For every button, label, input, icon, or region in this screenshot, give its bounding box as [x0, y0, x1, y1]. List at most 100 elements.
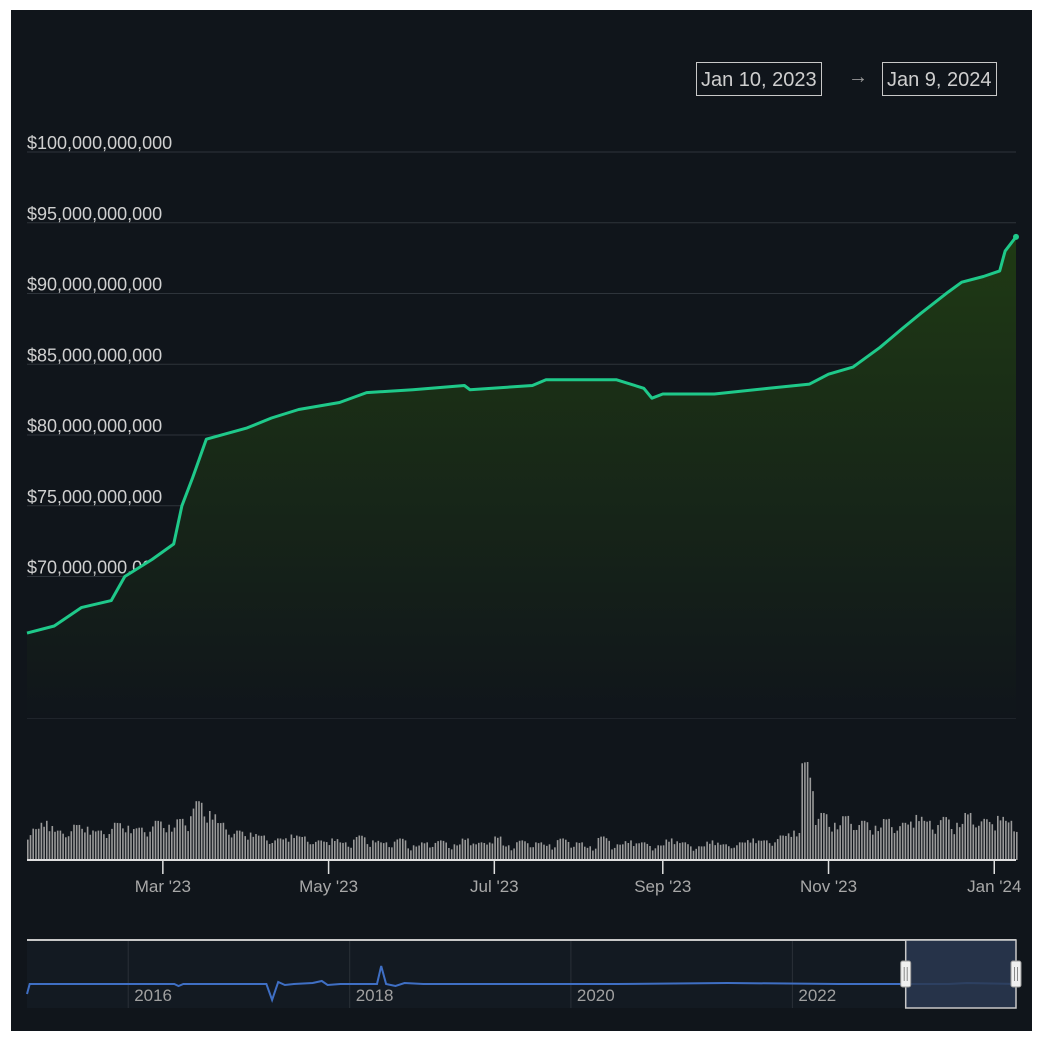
volume-bar [472, 843, 475, 860]
navigator-left-handle[interactable] [900, 960, 912, 988]
volume-bar [738, 842, 741, 860]
volume-bar [690, 846, 692, 860]
volume-bar [616, 844, 619, 860]
volume-bar [766, 840, 768, 860]
volume-bar [347, 846, 350, 860]
volume-bar [350, 847, 352, 860]
navigator-tick-label: 2022 [798, 986, 836, 1005]
volume-bar [393, 841, 396, 860]
volume-bar [81, 828, 83, 860]
volume-bar [670, 838, 673, 860]
volume-bar [950, 829, 953, 860]
volume-bar [287, 841, 290, 860]
volume-bar [513, 848, 515, 860]
volume-bar [904, 822, 907, 860]
volume-bar [268, 843, 271, 860]
series-area [27, 236, 1016, 718]
volume-bar [143, 832, 146, 860]
volume-bar [241, 831, 244, 860]
volume-bar [331, 838, 333, 860]
volume-bar [785, 835, 787, 860]
volume-bar [630, 840, 632, 860]
volume-bar [711, 840, 714, 860]
volume-bar [171, 831, 173, 860]
volume-bar [874, 825, 877, 860]
volume-bar [456, 845, 458, 860]
volume-bar [586, 847, 589, 860]
volume-bar [1002, 816, 1004, 860]
volume-bar [249, 832, 252, 860]
volume-bar [116, 822, 119, 860]
volume-bar [363, 837, 366, 860]
volume-bar [228, 834, 230, 860]
volume-bar [160, 821, 162, 860]
volume-bar [247, 839, 249, 860]
volume-bar [931, 829, 934, 860]
volume-bar [355, 837, 358, 860]
volume-bar [668, 841, 670, 860]
volume-bar [638, 843, 640, 860]
volume-bar [40, 822, 43, 860]
volume-bar [939, 820, 942, 860]
volume-bar [978, 825, 980, 860]
volume-bar [997, 815, 999, 860]
volume-bar [353, 839, 355, 860]
volume-bar [230, 837, 233, 860]
volume-bar [603, 836, 605, 860]
volume-bar [804, 762, 806, 860]
range-from-input[interactable]: Jan 10, 2023 [696, 62, 822, 96]
volume-bar [301, 836, 303, 860]
volume-bar [113, 822, 116, 860]
volume-bar [377, 840, 380, 860]
volume-bar [548, 844, 551, 860]
volume-bar [771, 845, 774, 860]
volume-bar [624, 841, 627, 860]
volume-bar [238, 830, 241, 860]
volume-bar [893, 833, 896, 860]
volume-bar [374, 842, 377, 860]
volume-bar [529, 847, 532, 860]
volume-bar [423, 843, 426, 860]
volume-bar [399, 838, 401, 860]
volume-bar [649, 845, 651, 860]
volume-bar [646, 843, 649, 860]
volume-bar [431, 846, 434, 860]
volume-bar [469, 845, 472, 860]
volume-bar [516, 842, 518, 860]
volume-bar [105, 837, 108, 860]
volume-bar [103, 834, 105, 860]
navigator-right-handle[interactable] [1010, 960, 1022, 988]
volume-bar [872, 834, 874, 860]
volume-bar [787, 833, 790, 860]
volume-bar [901, 822, 904, 860]
volume-bar [912, 827, 915, 860]
volume-bar [714, 845, 716, 860]
volume-bar [154, 820, 157, 860]
volume-bar [920, 816, 923, 860]
volume-bar [323, 841, 325, 860]
volume-bar [573, 846, 575, 860]
volume-bar [217, 823, 219, 860]
navigator-selection[interactable] [904, 939, 1017, 1009]
volume-bar [918, 821, 920, 860]
volume-bar [464, 839, 466, 860]
volume-bar [578, 842, 581, 860]
volume-bar [190, 816, 192, 860]
volume-bar [991, 824, 994, 860]
volume-bar [570, 847, 572, 860]
navigator-tick-label: 2016 [134, 986, 172, 1005]
volume-bar [695, 848, 697, 860]
volume-bar [111, 828, 113, 860]
range-to-input[interactable]: Jan 9, 2024 [882, 62, 997, 96]
volume-bar [945, 817, 947, 860]
volume-bar [282, 839, 284, 860]
volume-bar [328, 845, 331, 860]
volume-bar [475, 844, 477, 860]
volume-bar [75, 825, 78, 860]
volume-bar [388, 847, 390, 860]
volume-bar [581, 842, 583, 860]
volume-bar [755, 843, 757, 860]
volume-bar [820, 812, 822, 860]
volume-bar [440, 840, 442, 860]
navigator-line [26, 965, 1017, 1004]
